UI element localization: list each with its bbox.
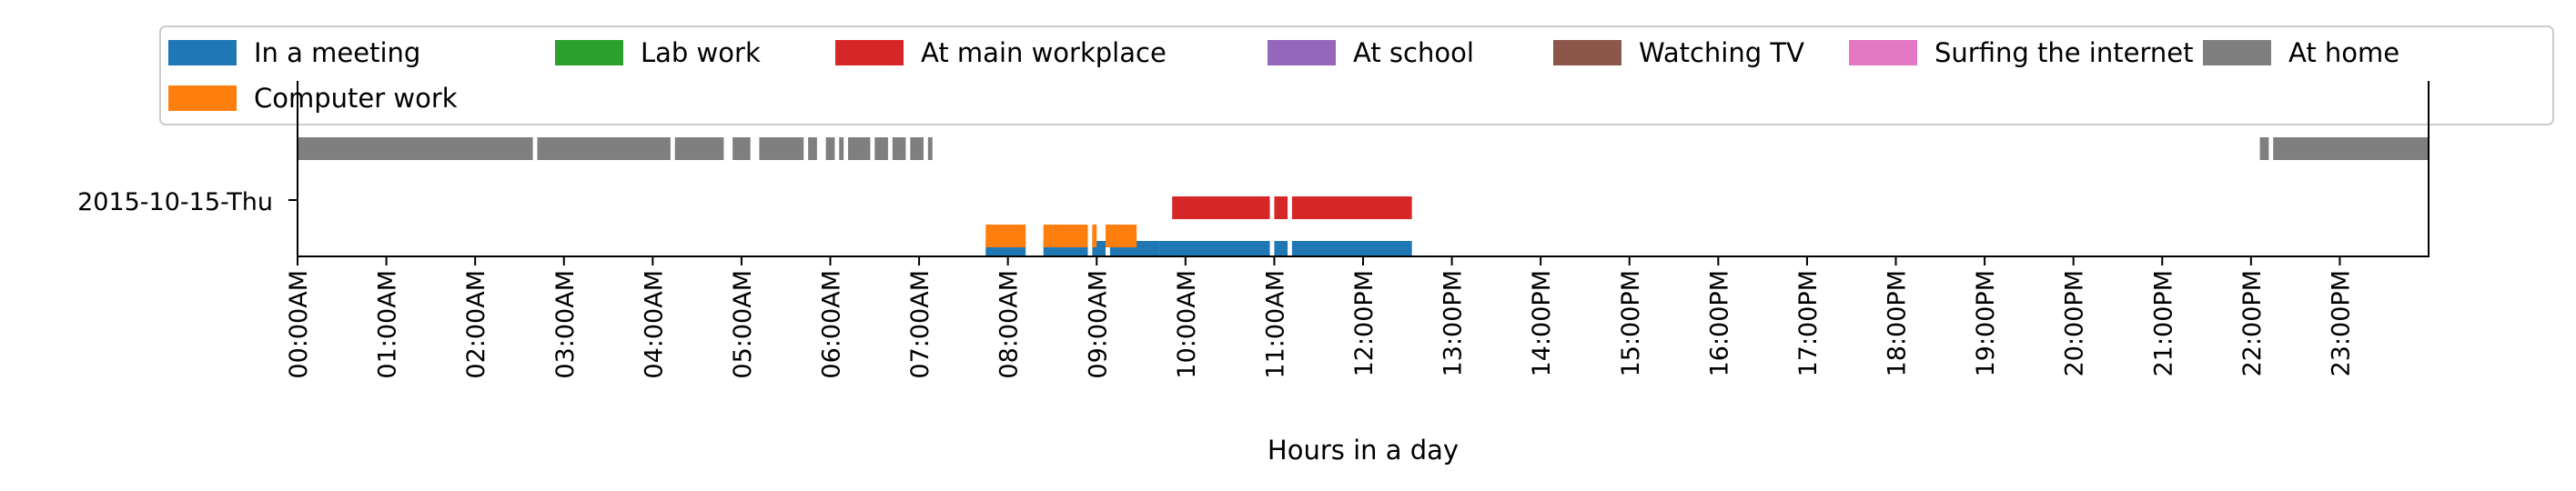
x-tick-label: 05:00AM xyxy=(729,270,757,379)
x-tick-label: 00:00AM xyxy=(285,270,313,379)
legend-label: At home xyxy=(2288,37,2399,68)
legend-swatch xyxy=(1268,40,1336,65)
legend-label: In a meeting xyxy=(254,37,420,68)
bar-segment xyxy=(927,137,933,160)
x-tick-label: 06:00AM xyxy=(818,270,846,379)
plot-bars xyxy=(298,137,2429,256)
bar-segment xyxy=(537,137,671,160)
x-tick-label: 20:00PM xyxy=(2061,270,2089,376)
bar-segment xyxy=(892,137,906,160)
bar-segment xyxy=(1274,241,1288,256)
x-tick-label: 03:00AM xyxy=(551,270,580,379)
bar-segment xyxy=(985,225,1026,247)
bar-segment xyxy=(2273,137,2429,160)
legend-swatch xyxy=(168,40,237,65)
x-tick-label: 01:00AM xyxy=(374,270,402,379)
legend-label: At main workplace xyxy=(921,37,1167,68)
legend-label: Lab work xyxy=(641,37,761,68)
x-tick-label: 12:00PM xyxy=(1350,270,1379,376)
bar-segment xyxy=(1274,196,1288,219)
legend-swatch xyxy=(555,40,623,65)
legend-label: Watching TV xyxy=(1639,37,1804,68)
bar-segment xyxy=(839,137,844,160)
bar-segment xyxy=(732,137,751,160)
bar-segment xyxy=(808,137,817,160)
x-tick-label: 23:00PM xyxy=(2327,270,2355,376)
bar-segment xyxy=(1291,196,1412,219)
bar-segment xyxy=(848,137,871,160)
x-tick-label: 15:00PM xyxy=(1617,270,1645,376)
legend-swatch xyxy=(835,40,904,65)
bar-segment xyxy=(1106,225,1137,247)
bar-segment xyxy=(759,137,804,160)
bar-segment xyxy=(1172,196,1270,219)
bar-segment xyxy=(910,137,924,160)
legend-label: At school xyxy=(1353,37,1474,68)
x-ticks: 00:00AM 01:00AM 02:00AM 03:00AM 04:00AM 05:00… xyxy=(285,256,2355,379)
bar-segment xyxy=(1291,241,1412,256)
y-tick-label: 2015-10-15-Thu xyxy=(77,188,273,216)
x-tick-label: 04:00AM xyxy=(640,270,668,379)
bar-segment xyxy=(2259,137,2269,160)
legend-label: Surfing the internet xyxy=(1935,37,2193,68)
legend-swatch xyxy=(1849,40,1917,65)
bar-segment xyxy=(298,137,533,160)
legend-swatch xyxy=(1553,40,1621,65)
bar-segment xyxy=(674,137,724,160)
x-axis-label: Hours in a day xyxy=(1268,435,1459,466)
x-tick-label: 02:00AM xyxy=(462,270,490,379)
legend-swatch xyxy=(168,85,237,111)
x-tick-label: 17:00PM xyxy=(1794,270,1823,376)
x-tick-label: 13:00PM xyxy=(1440,270,1468,376)
x-tick-label: 09:00AM xyxy=(1084,270,1112,379)
x-tick-label: 14:00PM xyxy=(1528,270,1556,376)
x-tick-label: 07:00AM xyxy=(906,270,934,379)
x-tick-label: 11:00AM xyxy=(1261,270,1289,379)
x-tick-label: 18:00PM xyxy=(1884,270,1912,376)
x-tick-label: 21:00PM xyxy=(2149,270,2177,376)
legend-swatch xyxy=(2203,40,2271,65)
x-tick-label: 19:00PM xyxy=(1972,270,2000,376)
legend-frame xyxy=(159,25,2554,125)
legend: In a meeting Lab work At main workplace At … xyxy=(159,25,2554,125)
legend-label: Computer work xyxy=(254,83,458,114)
bar-segment xyxy=(1043,225,1088,247)
x-tick-label: 08:00AM xyxy=(995,270,1024,379)
x-tick-label: 10:00AM xyxy=(1173,270,1201,379)
bar-segment xyxy=(1158,241,1270,256)
x-tick-label: 16:00PM xyxy=(1705,270,1733,376)
x-tick-label: 22:00PM xyxy=(2238,270,2267,376)
bar-segment xyxy=(874,137,888,160)
bar-segment xyxy=(825,137,835,160)
bar-segment xyxy=(1092,225,1097,247)
